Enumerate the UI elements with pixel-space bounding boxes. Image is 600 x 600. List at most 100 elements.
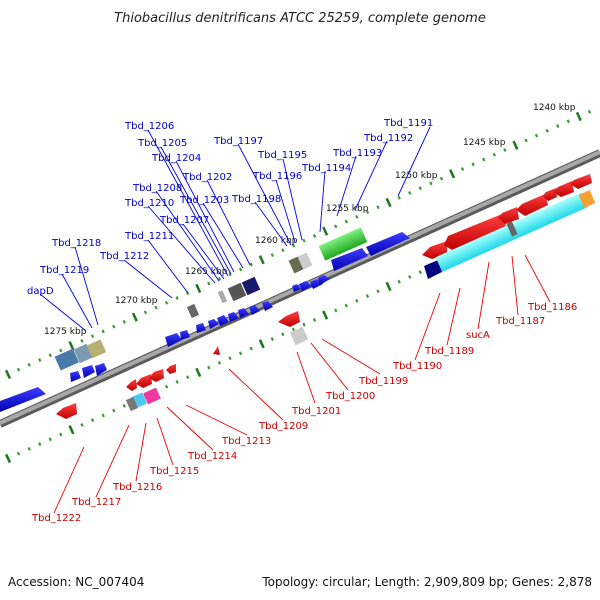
- gene-label-Tbd_1187[interactable]: Tbd_1187: [495, 316, 545, 327]
- gene-label-Tbd_1195[interactable]: Tbd_1195: [257, 150, 307, 161]
- gene-label-Tbd_1190[interactable]: Tbd_1190: [392, 361, 442, 372]
- gene-arrow[interactable]: [424, 260, 442, 279]
- gene-label-Tbd_1211[interactable]: Tbd_1211: [124, 231, 174, 242]
- gene-arrow[interactable]: [166, 364, 176, 374]
- gene-arrow[interactable]: [262, 301, 273, 311]
- gene-label-Tbd_1192[interactable]: Tbd_1192: [363, 133, 413, 144]
- gene-arrow[interactable]: [543, 188, 557, 201]
- gene-arrow[interactable]: [278, 311, 300, 327]
- gene-arrow[interactable]: [553, 181, 574, 197]
- kbp-label-1240: 1240 kbp: [533, 103, 576, 113]
- gene-box[interactable]: [318, 227, 368, 261]
- gene-label-Tbd_1209[interactable]: Tbd_1209: [258, 421, 308, 432]
- gene-arrow[interactable]: [498, 207, 519, 224]
- scale-tick: [281, 248, 285, 253]
- gene-label-Tbd_1201[interactable]: Tbd_1201: [291, 406, 341, 417]
- gene-arrow[interactable]: [213, 346, 220, 355]
- scale-tick: [545, 128, 549, 133]
- gene-box[interactable]: [289, 326, 309, 346]
- scale-tick: [270, 253, 274, 257]
- scale-tick: [408, 275, 412, 279]
- gene-label-Tbd_1205[interactable]: Tbd_1205: [137, 138, 187, 149]
- gene-arrow[interactable]: [0, 387, 46, 412]
- gene-label-Tbd_1200[interactable]: Tbd_1200: [325, 391, 375, 402]
- gene-label-Tbd_1191[interactable]: Tbd_1191: [383, 118, 433, 129]
- gene-arrow[interactable]: [366, 232, 410, 256]
- scale-tick: [291, 327, 296, 332]
- scale-tick: [322, 310, 329, 320]
- gene-box[interactable]: [227, 282, 247, 302]
- gene-box[interactable]: [297, 252, 313, 270]
- gene-label-Tbd_1198[interactable]: Tbd_1198: [231, 194, 281, 205]
- gene-arrow[interactable]: [331, 248, 368, 271]
- gene-label-Tbd_1207[interactable]: Tbd_1207: [159, 215, 209, 226]
- gene-label-Tbd_1194[interactable]: Tbd_1194: [301, 163, 351, 174]
- gene-label-Tbd_1214[interactable]: Tbd_1214: [187, 451, 237, 462]
- gene-label-Tbd_1219[interactable]: Tbd_1219: [39, 265, 89, 276]
- gene-arrow[interactable]: [70, 371, 81, 382]
- scale-tick: [68, 425, 75, 435]
- scale-tick: [90, 334, 95, 339]
- gene-box[interactable]: [241, 276, 261, 296]
- gene-arrow[interactable]: [82, 365, 95, 378]
- gene-label-Tbd_1203[interactable]: Tbd_1203: [179, 195, 229, 206]
- gene-arrow[interactable]: [292, 284, 301, 292]
- gene-label-sucA[interactable]: sucA: [466, 330, 490, 341]
- gene-label-Tbd_1222[interactable]: Tbd_1222: [31, 513, 81, 524]
- gene-arrow[interactable]: [444, 214, 506, 250]
- gene-label-Tbd_1206[interactable]: Tbd_1206: [124, 121, 174, 132]
- gene-arrow[interactable]: [318, 275, 330, 285]
- gene-box[interactable]: [506, 221, 518, 237]
- gene-box[interactable]: [73, 343, 93, 364]
- gene-box[interactable]: [186, 303, 200, 319]
- gene-label-Tbd_1216[interactable]: Tbd_1216: [112, 482, 162, 493]
- gene-label-Tbd_1202[interactable]: Tbd_1202: [182, 172, 232, 183]
- gene-arrow[interactable]: [136, 374, 152, 388]
- gene-arrow[interactable]: [570, 174, 592, 189]
- gene-label-Tbd_1213[interactable]: Tbd_1213: [221, 436, 271, 447]
- gene-label-Tbd_1193[interactable]: Tbd_1193: [332, 148, 382, 159]
- scale-tick: [217, 360, 222, 365]
- gene-label-Tbd_1196[interactable]: Tbd_1196: [252, 171, 302, 182]
- scale-labels: 1240 kbp 1245 kbp 1250 kbp 1255 kbp 1260…: [44, 103, 576, 337]
- gene-arrow[interactable]: [217, 315, 229, 326]
- gene-arrow[interactable]: [196, 323, 206, 333]
- gene-arrow[interactable]: [149, 369, 164, 382]
- gene-arrow[interactable]: [95, 363, 107, 376]
- gene-arrow[interactable]: [249, 305, 260, 315]
- gene-arrow[interactable]: [422, 241, 447, 259]
- gene-arrow[interactable]: [208, 319, 219, 329]
- gene-arrow[interactable]: [238, 308, 249, 318]
- gene-arrow[interactable]: [516, 194, 548, 216]
- gene-box[interactable]: [125, 396, 139, 412]
- scale-tick: [385, 281, 392, 292]
- gene-label-Tbd_1218[interactable]: Tbd_1218: [51, 238, 101, 249]
- gene-label-Tbd_1197[interactable]: Tbd_1197: [213, 136, 263, 147]
- gene-arrow[interactable]: [299, 281, 312, 291]
- gene-box[interactable]: [578, 190, 596, 208]
- gene-arrow[interactable]: [126, 379, 137, 391]
- gene-box[interactable]: [143, 387, 161, 405]
- gene-arrow[interactable]: [56, 403, 77, 419]
- gene-box[interactable]: [54, 348, 79, 371]
- gene-label-Tbd_1215[interactable]: Tbd_1215: [149, 466, 199, 477]
- gene-box[interactable]: [217, 290, 228, 304]
- gene-label-Tbd_1217[interactable]: Tbd_1217: [71, 497, 121, 508]
- scale-tick: [195, 367, 202, 378]
- scale-tick: [355, 298, 359, 303]
- gene-label-Tbd_1212[interactable]: Tbd_1212: [99, 251, 149, 262]
- gene-label-Tbd_1186[interactable]: Tbd_1186: [527, 302, 577, 313]
- gene-arrow[interactable]: [165, 333, 182, 347]
- gene-box[interactable]: [288, 256, 304, 274]
- gene-label-dapD[interactable]: dapD: [27, 286, 54, 297]
- gene-arrow[interactable]: [180, 330, 190, 340]
- gene-label-Tbd_1210[interactable]: Tbd_1210: [124, 198, 174, 209]
- gene-box[interactable]: [86, 339, 107, 359]
- gene-label-Tbd_1208[interactable]: Tbd_1208: [132, 183, 182, 194]
- gene-label-Tbd_1204[interactable]: Tbd_1204: [151, 153, 201, 164]
- gene-label-Tbd_1199[interactable]: Tbd_1199: [358, 376, 408, 387]
- gene-box[interactable]: [132, 392, 148, 408]
- gene-label-Tbd_1189[interactable]: Tbd_1189: [424, 346, 474, 357]
- gene-arrow[interactable]: [228, 312, 239, 322]
